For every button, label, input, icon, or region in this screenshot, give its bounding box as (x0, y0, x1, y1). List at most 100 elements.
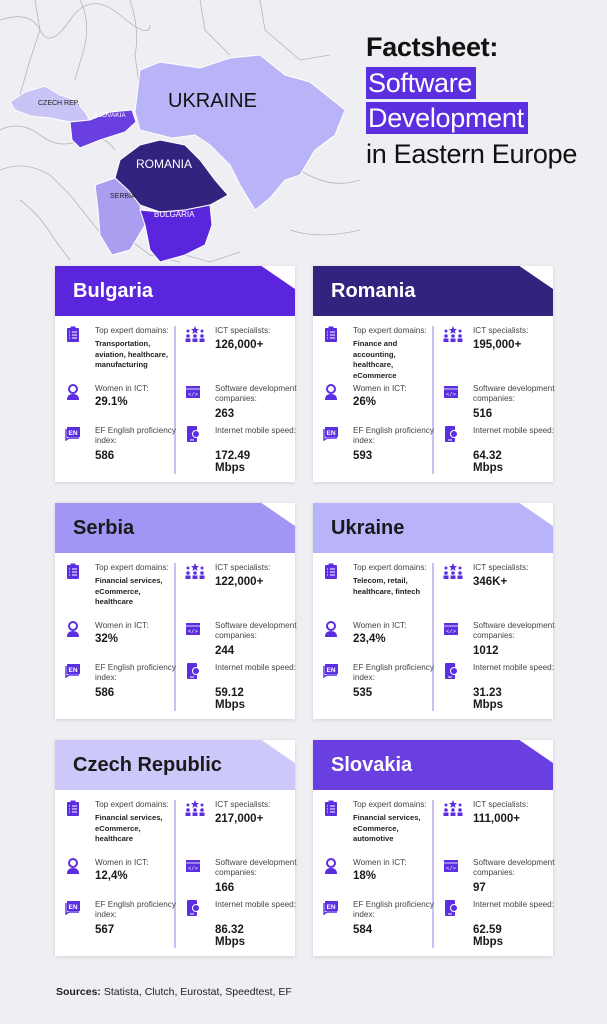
map-label-slovakia: SLOVAKIA (94, 112, 126, 119)
stat-value: 126,000+ (215, 339, 264, 351)
english-en-icon: EN (65, 664, 80, 679)
column-divider (432, 800, 434, 948)
stat-label: ICT specialists: (473, 326, 529, 335)
stat-value: 29.1% (95, 396, 128, 408)
page-title: Factsheet: Software Development in Easte… (366, 30, 577, 172)
stat-label: Internet mobile speed: (473, 900, 555, 909)
stat-label: Internet mobile speed: (215, 900, 297, 909)
slovakia-region (69, 109, 137, 149)
column-divider (174, 326, 176, 474)
column-divider (432, 563, 434, 711)
stat-value: Financial services, eCommerce, healthcar… (95, 576, 163, 606)
stat-label: ICT specialists: (473, 800, 529, 809)
stat-value: 195,000+ (473, 339, 522, 351)
card-header: Serbia (55, 503, 295, 553)
country-name: Bulgaria (73, 280, 154, 302)
card-header: Bulgaria (55, 266, 295, 316)
country-card-slovakia: Slovakia Top expert domains: Financial s… (313, 740, 554, 956)
svg-text:</>: </> (188, 391, 198, 398)
card-header-shape (313, 503, 553, 553)
clipboard-checklist-icon (325, 800, 337, 816)
stat-value: 23,4% (353, 633, 386, 645)
stat-value: 172.49 Mbps (215, 450, 251, 474)
code-window-icon: </> (186, 623, 200, 635)
map-label-ukraine: UKRAINE (168, 90, 257, 112)
country-card-czech-republic: Czech Republic Top expert domains: Finan… (55, 740, 296, 956)
stat-label: Women in ICT: (95, 384, 149, 393)
code-window-icon: </> (444, 386, 458, 398)
map-label-czech: CZECH REP. (38, 100, 80, 107)
stat-value: 516 (473, 408, 493, 420)
stat-value: 244 (215, 645, 235, 657)
mobile-wifi-icon (445, 426, 458, 442)
column-divider (174, 800, 176, 948)
card-body: Top expert domains: Transportation, avia… (55, 316, 296, 482)
stat-value: 586 (95, 450, 115, 462)
stat-value: 32% (95, 633, 119, 645)
stat-value: 59.12 Mbps (215, 687, 246, 711)
code-window-icon: </> (186, 386, 200, 398)
stat-label: EF English proficiency index: (353, 900, 434, 919)
stat-label: Women in ICT: (95, 858, 149, 867)
stat-value: 97 (473, 882, 486, 894)
mobile-wifi-icon (187, 663, 200, 679)
stat-value: Financial services, eCommerce, healthcar… (95, 813, 163, 843)
stat-value: 586 (95, 687, 115, 699)
country-card-ukraine: Ukraine Top expert domains: Telecom, ret… (313, 503, 554, 719)
stat-label: Internet mobile speed: (215, 426, 297, 435)
card-body: Top expert domains: Telecom, retail, hea… (313, 553, 554, 719)
woman-icon (325, 384, 337, 400)
mobile-wifi-icon (187, 900, 200, 916)
country-name: Romania (331, 280, 416, 302)
stat-label: Internet mobile speed: (473, 663, 555, 672)
stat-value: 584 (353, 924, 373, 936)
english-en-icon: EN (323, 901, 338, 916)
stat-label: ICT specialists: (473, 563, 529, 572)
stat-label: Top expert domains: (353, 326, 427, 335)
map-label-romania: ROMANIA (136, 157, 192, 171)
svg-text:EN: EN (69, 904, 78, 911)
mobile-wifi-icon (445, 900, 458, 916)
card-header: Czech Republic (55, 740, 295, 790)
country-name: Ukraine (331, 517, 405, 539)
svg-text:</>: </> (446, 628, 456, 635)
stat-label: Software development companies: (473, 621, 555, 640)
sources-text: Statista, Clutch, Eurostat, Speedtest, E… (100, 986, 292, 998)
stat-value: 64.32 Mbps (473, 450, 504, 474)
stat-label: Women in ICT: (95, 621, 149, 630)
stat-value: 86.32 Mbps (215, 924, 246, 948)
code-window-icon: </> (186, 860, 200, 872)
eastern-europe-map: UKRAINE CZECH REP. SLOVAKIA ROMANIA SERB… (0, 0, 360, 263)
svg-text:</>: </> (188, 865, 198, 872)
ukraine-region (134, 54, 346, 211)
svg-text:</>: </> (188, 628, 198, 635)
clipboard-checklist-icon (67, 326, 79, 342)
team-stars-icon (443, 563, 463, 579)
sources-note: Sources: Statista, Clutch, Eurostat, Spe… (56, 986, 292, 998)
code-window-icon: </> (444, 860, 458, 872)
title-line-1: Factsheet: (366, 32, 499, 62)
stat-value: 111,000+ (473, 813, 521, 825)
sources-label: Sources: (56, 986, 101, 998)
stat-value: Transportation, aviation, healthcare, ma… (95, 339, 169, 369)
english-en-icon: EN (65, 901, 80, 916)
team-stars-icon (185, 800, 205, 816)
stat-value: 593 (353, 450, 373, 462)
stat-label: Software development companies: (215, 858, 297, 877)
stat-label: Top expert domains: (95, 326, 169, 335)
stat-label: Top expert domains: (95, 563, 169, 572)
stat-value: 535 (353, 687, 373, 699)
stat-value: 18% (353, 870, 377, 882)
card-header: Ukraine (313, 503, 553, 553)
card-header-shape (55, 266, 295, 316)
stat-label: Software development companies: (215, 384, 297, 403)
stat-value: Financial services, eCommerce, automotiv… (353, 813, 421, 843)
mobile-wifi-icon (445, 663, 458, 679)
stat-value: 12,4% (95, 870, 128, 882)
stat-label: Software development companies: (473, 384, 555, 403)
stat-value: 122,000+ (215, 576, 264, 588)
card-header: Romania (313, 266, 553, 316)
woman-icon (67, 858, 79, 874)
title-highlight-2: Development (366, 102, 528, 134)
clipboard-checklist-icon (325, 563, 337, 579)
